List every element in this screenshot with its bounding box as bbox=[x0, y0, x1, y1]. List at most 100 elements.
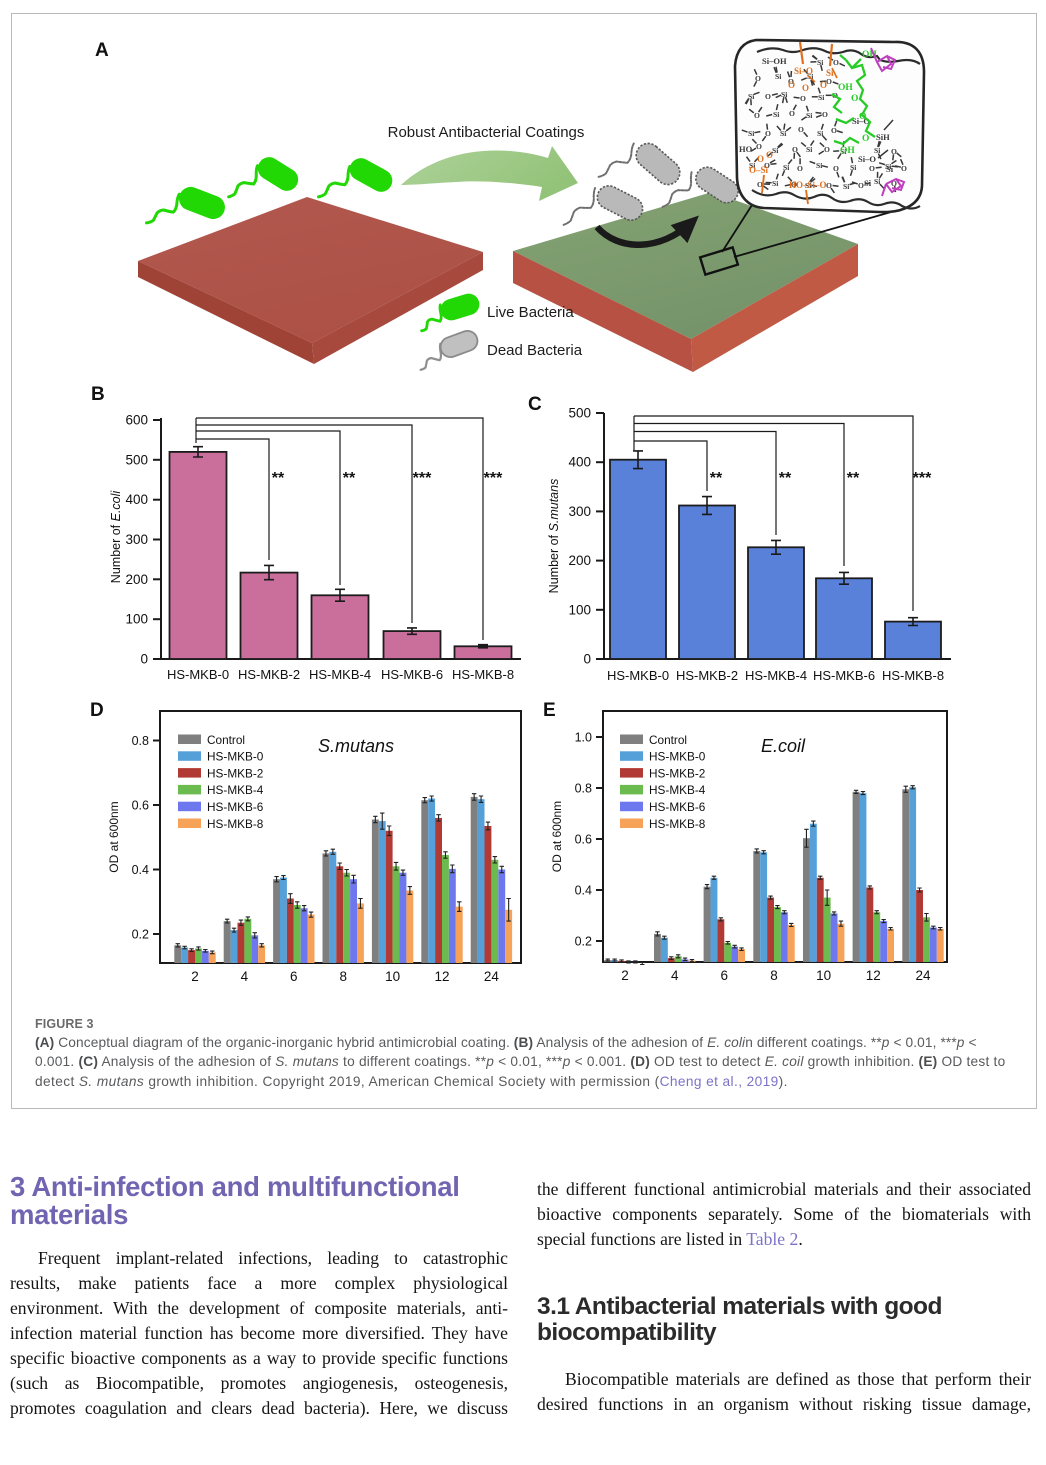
svg-text:HS-MKB-4: HS-MKB-4 bbox=[745, 668, 807, 683]
svg-text:Si: Si bbox=[817, 129, 823, 138]
svg-text:O: O bbox=[891, 179, 897, 188]
svg-text:Si: Si bbox=[748, 129, 754, 138]
svg-text:Number of S.mutans: Number of S.mutans bbox=[547, 479, 561, 594]
svg-text:Si: Si bbox=[772, 146, 778, 155]
svg-text:O: O bbox=[826, 77, 832, 86]
svg-text:0.8: 0.8 bbox=[132, 734, 149, 748]
svg-text:SiH: SiH bbox=[876, 132, 890, 142]
svg-text:**: ** bbox=[847, 470, 860, 487]
svg-text:Si: Si bbox=[807, 72, 813, 81]
svg-text:200: 200 bbox=[568, 553, 591, 568]
svg-text:8: 8 bbox=[339, 969, 347, 984]
svg-text:O: O bbox=[901, 164, 907, 173]
svg-text:12: 12 bbox=[866, 968, 881, 983]
svg-text:Si: Si bbox=[806, 111, 812, 120]
svg-text:400: 400 bbox=[568, 455, 591, 470]
svg-text:12: 12 bbox=[434, 969, 449, 984]
svg-text:Si: Si bbox=[781, 90, 787, 99]
svg-text:Control: Control bbox=[649, 733, 687, 747]
svg-text:Si–OH: Si–OH bbox=[762, 56, 787, 66]
svg-text:Si: Si bbox=[840, 147, 846, 156]
svg-text:Si: Si bbox=[850, 163, 856, 172]
svg-text:Si: Si bbox=[749, 161, 755, 170]
svg-text:HS-MKB-4: HS-MKB-4 bbox=[649, 783, 706, 797]
svg-text:Si: Si bbox=[843, 182, 849, 191]
svg-text:B: B bbox=[91, 384, 105, 405]
svg-text:O: O bbox=[788, 77, 794, 86]
svg-text:E: E bbox=[543, 700, 556, 721]
svg-text:8: 8 bbox=[770, 968, 778, 983]
svg-text:Si: Si bbox=[780, 129, 786, 138]
svg-text:**: ** bbox=[779, 470, 792, 487]
svg-text:O: O bbox=[755, 74, 761, 83]
svg-text:6: 6 bbox=[290, 969, 298, 984]
svg-text:2: 2 bbox=[191, 969, 199, 984]
svg-text:Number of E.coli: Number of E.coli bbox=[109, 490, 123, 584]
svg-text:Si: Si bbox=[816, 161, 822, 170]
svg-text:Si: Si bbox=[874, 146, 880, 155]
svg-text:O: O bbox=[765, 129, 771, 138]
svg-text:HS-MKB-8: HS-MKB-8 bbox=[882, 668, 944, 683]
svg-text:100: 100 bbox=[125, 612, 148, 627]
svg-text:O: O bbox=[757, 154, 764, 164]
svg-text:Si: Si bbox=[864, 178, 872, 188]
svg-text:0.6: 0.6 bbox=[132, 799, 149, 813]
svg-text:O: O bbox=[833, 164, 839, 173]
svg-text:500: 500 bbox=[125, 452, 148, 467]
svg-text:O: O bbox=[800, 94, 806, 103]
svg-text:HO–Si–O: HO–Si–O bbox=[789, 180, 827, 190]
svg-text:HS-MKB-2: HS-MKB-2 bbox=[676, 668, 738, 683]
svg-text:O: O bbox=[765, 92, 771, 101]
svg-text:Si: Si bbox=[818, 93, 824, 102]
svg-text:O: O bbox=[891, 147, 897, 156]
svg-text:OD at 600nm: OD at 600nm bbox=[550, 801, 564, 872]
svg-text:200: 200 bbox=[125, 572, 148, 587]
svg-text:**: ** bbox=[343, 470, 356, 487]
svg-text:HS-MKB-2: HS-MKB-2 bbox=[649, 766, 705, 780]
svg-text:HS-MKB-8: HS-MKB-8 bbox=[207, 817, 264, 831]
svg-text:O: O bbox=[797, 164, 803, 173]
svg-text:0.2: 0.2 bbox=[575, 935, 592, 949]
svg-text:500: 500 bbox=[568, 406, 591, 421]
svg-text:HS-MKB-6: HS-MKB-6 bbox=[649, 800, 706, 814]
svg-text:100: 100 bbox=[568, 602, 591, 617]
svg-text:O: O bbox=[792, 145, 798, 154]
svg-text:Si: Si bbox=[748, 92, 754, 101]
svg-text:Si: Si bbox=[817, 58, 823, 67]
svg-text:Live Bacteria: Live Bacteria bbox=[487, 304, 574, 321]
svg-text:O: O bbox=[798, 125, 804, 134]
svg-text:O: O bbox=[826, 181, 832, 190]
svg-text:HS-MKB-6: HS-MKB-6 bbox=[813, 668, 875, 683]
svg-text:O–Si: O–Si bbox=[749, 165, 769, 175]
svg-text:600: 600 bbox=[125, 413, 148, 428]
svg-text:O: O bbox=[757, 180, 763, 189]
svg-text:OH: OH bbox=[862, 50, 877, 60]
svg-text:24: 24 bbox=[915, 968, 931, 983]
svg-text:Si: Si bbox=[775, 72, 781, 81]
svg-text:Si: Si bbox=[805, 181, 811, 190]
svg-text:HS-MKB-2: HS-MKB-2 bbox=[238, 667, 300, 682]
svg-text:Si: Si bbox=[806, 145, 812, 154]
svg-text:O: O bbox=[824, 145, 830, 154]
svg-text:**: ** bbox=[710, 470, 723, 487]
svg-text:**: ** bbox=[272, 470, 285, 487]
svg-text:Si: Si bbox=[885, 162, 891, 171]
svg-text:10: 10 bbox=[385, 969, 400, 984]
svg-text:Si–O: Si–O bbox=[794, 66, 813, 76]
svg-text:HS-MKB-8: HS-MKB-8 bbox=[649, 817, 706, 831]
svg-text:***: *** bbox=[913, 470, 932, 487]
svg-text:O: O bbox=[869, 164, 875, 173]
svg-text:O: O bbox=[789, 109, 795, 118]
svg-text:400: 400 bbox=[125, 492, 148, 507]
svg-text:HS-MKB-6: HS-MKB-6 bbox=[381, 667, 443, 682]
svg-text:OH: OH bbox=[840, 146, 855, 156]
svg-text:0: 0 bbox=[583, 652, 591, 667]
svg-text:O: O bbox=[764, 161, 770, 170]
svg-text:Si: Si bbox=[772, 179, 778, 188]
svg-text:300: 300 bbox=[568, 504, 591, 519]
svg-text:O: O bbox=[766, 150, 773, 160]
svg-text:0: 0 bbox=[140, 652, 148, 667]
svg-text:HS-MKB-0: HS-MKB-0 bbox=[607, 668, 669, 683]
svg-text:HS-MKB-4: HS-MKB-4 bbox=[207, 783, 264, 797]
svg-text:O: O bbox=[820, 80, 827, 90]
